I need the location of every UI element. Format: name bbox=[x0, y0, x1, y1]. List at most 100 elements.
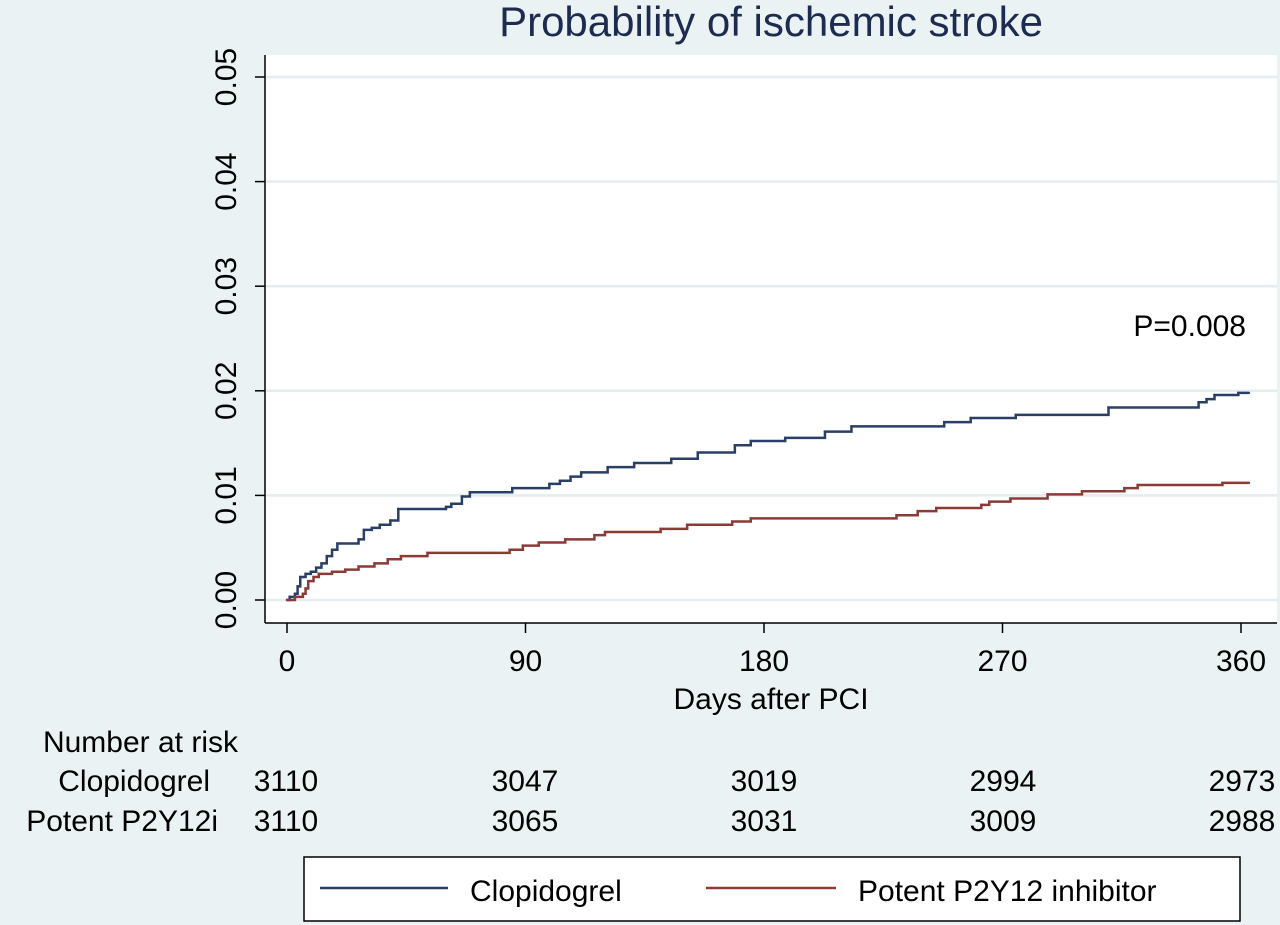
series-point bbox=[399, 554, 403, 558]
series-point bbox=[1080, 490, 1084, 493]
series-point bbox=[304, 587, 307, 590]
series-point bbox=[733, 443, 737, 447]
series-point bbox=[1247, 481, 1251, 485]
series-point bbox=[579, 471, 583, 474]
series-point bbox=[749, 439, 752, 443]
p-value-annotation: P=0.008 bbox=[1133, 310, 1246, 343]
y-tick-label: 0.05 bbox=[210, 48, 243, 106]
series-point bbox=[450, 502, 453, 505]
series-point bbox=[330, 570, 334, 573]
series-point bbox=[357, 538, 360, 541]
x-tick-label: 90 bbox=[509, 645, 542, 678]
series-line-potent-p2y12 bbox=[287, 481, 1249, 602]
x-axis-label: Days after PCI bbox=[673, 683, 868, 716]
series-point bbox=[603, 530, 607, 534]
series-point bbox=[378, 523, 381, 526]
series-point bbox=[1014, 413, 1017, 417]
series-point bbox=[357, 565, 360, 568]
series-point bbox=[632, 461, 636, 465]
series-point bbox=[916, 509, 919, 513]
series-point bbox=[988, 500, 991, 503]
series-point bbox=[288, 595, 291, 599]
series-point bbox=[285, 598, 289, 602]
series-point bbox=[569, 475, 572, 478]
series-point bbox=[296, 585, 299, 588]
y-tick-label: 0.03 bbox=[210, 257, 243, 315]
risk-table-values: 3110 3047 3019 2994 2973 3110 3065 3031 3009 2988 bbox=[254, 765, 1276, 838]
series-point bbox=[1123, 486, 1126, 490]
series-point bbox=[397, 507, 400, 511]
legend-label-potent-p2y12: Potent P2Y12 inhibitor bbox=[858, 875, 1157, 908]
series-point bbox=[1221, 481, 1224, 485]
series-point bbox=[293, 595, 297, 599]
series-point bbox=[1046, 493, 1049, 496]
series-point bbox=[336, 542, 339, 545]
chart-title: Probability of ischemic stroke bbox=[499, 0, 1043, 45]
y-tick-label: 0.01 bbox=[210, 466, 243, 524]
series-point bbox=[1205, 397, 1208, 401]
series-point bbox=[593, 533, 596, 537]
series-point bbox=[344, 568, 347, 571]
series-point bbox=[460, 495, 464, 498]
series-point bbox=[670, 457, 673, 460]
series-point bbox=[1213, 393, 1216, 397]
risk-table-heading: Number at risk bbox=[43, 726, 239, 759]
series-point bbox=[521, 544, 525, 547]
series-point bbox=[606, 465, 609, 469]
y-tick-label: 0.04 bbox=[210, 152, 243, 210]
risk-value: 2988 bbox=[1209, 805, 1276, 838]
series-point bbox=[659, 527, 662, 531]
series-point bbox=[468, 491, 472, 494]
series-point bbox=[508, 548, 511, 551]
series-point bbox=[784, 436, 787, 440]
risk-value: 3110 bbox=[254, 805, 319, 838]
series-point bbox=[330, 548, 334, 551]
series-point bbox=[943, 420, 946, 424]
risk-value: 2973 bbox=[1209, 765, 1276, 798]
legend-label-clopidogrel: Clopidogrel bbox=[470, 875, 622, 908]
risk-row-label: Clopidogrel bbox=[58, 765, 210, 798]
series-point bbox=[1009, 497, 1012, 500]
x-tick-label: 270 bbox=[977, 645, 1027, 678]
series-point bbox=[1107, 406, 1110, 409]
x-tick-label: 360 bbox=[1216, 645, 1266, 678]
series-point bbox=[1136, 483, 1139, 487]
series-point bbox=[307, 579, 310, 583]
series-point bbox=[325, 554, 328, 558]
series-point bbox=[293, 592, 297, 595]
series-line-clopidogrel bbox=[287, 391, 1249, 602]
series-point bbox=[304, 572, 307, 576]
series-point bbox=[1247, 391, 1251, 395]
series-point bbox=[564, 538, 567, 541]
series-point bbox=[558, 479, 562, 482]
series-point bbox=[935, 506, 938, 510]
series-point bbox=[373, 562, 376, 565]
y-tick-label: 0.02 bbox=[210, 362, 243, 420]
series-point bbox=[1197, 401, 1200, 404]
y-axis-ticks: 0.00 0.01 0.02 0.03 0.04 0.05 bbox=[210, 48, 265, 629]
series-point bbox=[895, 514, 898, 517]
risk-value: 2994 bbox=[970, 765, 1037, 798]
series-point bbox=[511, 486, 514, 490]
risk-value: 3047 bbox=[492, 765, 559, 798]
y-tick-label: 0.00 bbox=[210, 571, 243, 629]
risk-value: 3009 bbox=[970, 805, 1037, 838]
series-layer bbox=[285, 391, 1251, 602]
series-point bbox=[370, 526, 373, 530]
risk-row-label: Potent P2Y12i bbox=[26, 805, 218, 838]
gridlines bbox=[266, 75, 1277, 602]
series-point bbox=[386, 558, 389, 561]
series-point bbox=[749, 517, 752, 520]
series-point bbox=[969, 416, 972, 420]
series-point bbox=[426, 551, 429, 555]
plot-area bbox=[265, 55, 1277, 623]
series-point bbox=[312, 575, 315, 579]
series-point bbox=[309, 570, 313, 573]
series-point bbox=[301, 592, 305, 595]
series-point bbox=[314, 566, 318, 569]
x-tick-label: 180 bbox=[739, 645, 789, 678]
series-point bbox=[444, 505, 448, 509]
risk-value: 3031 bbox=[731, 805, 798, 838]
series-point bbox=[850, 425, 853, 428]
